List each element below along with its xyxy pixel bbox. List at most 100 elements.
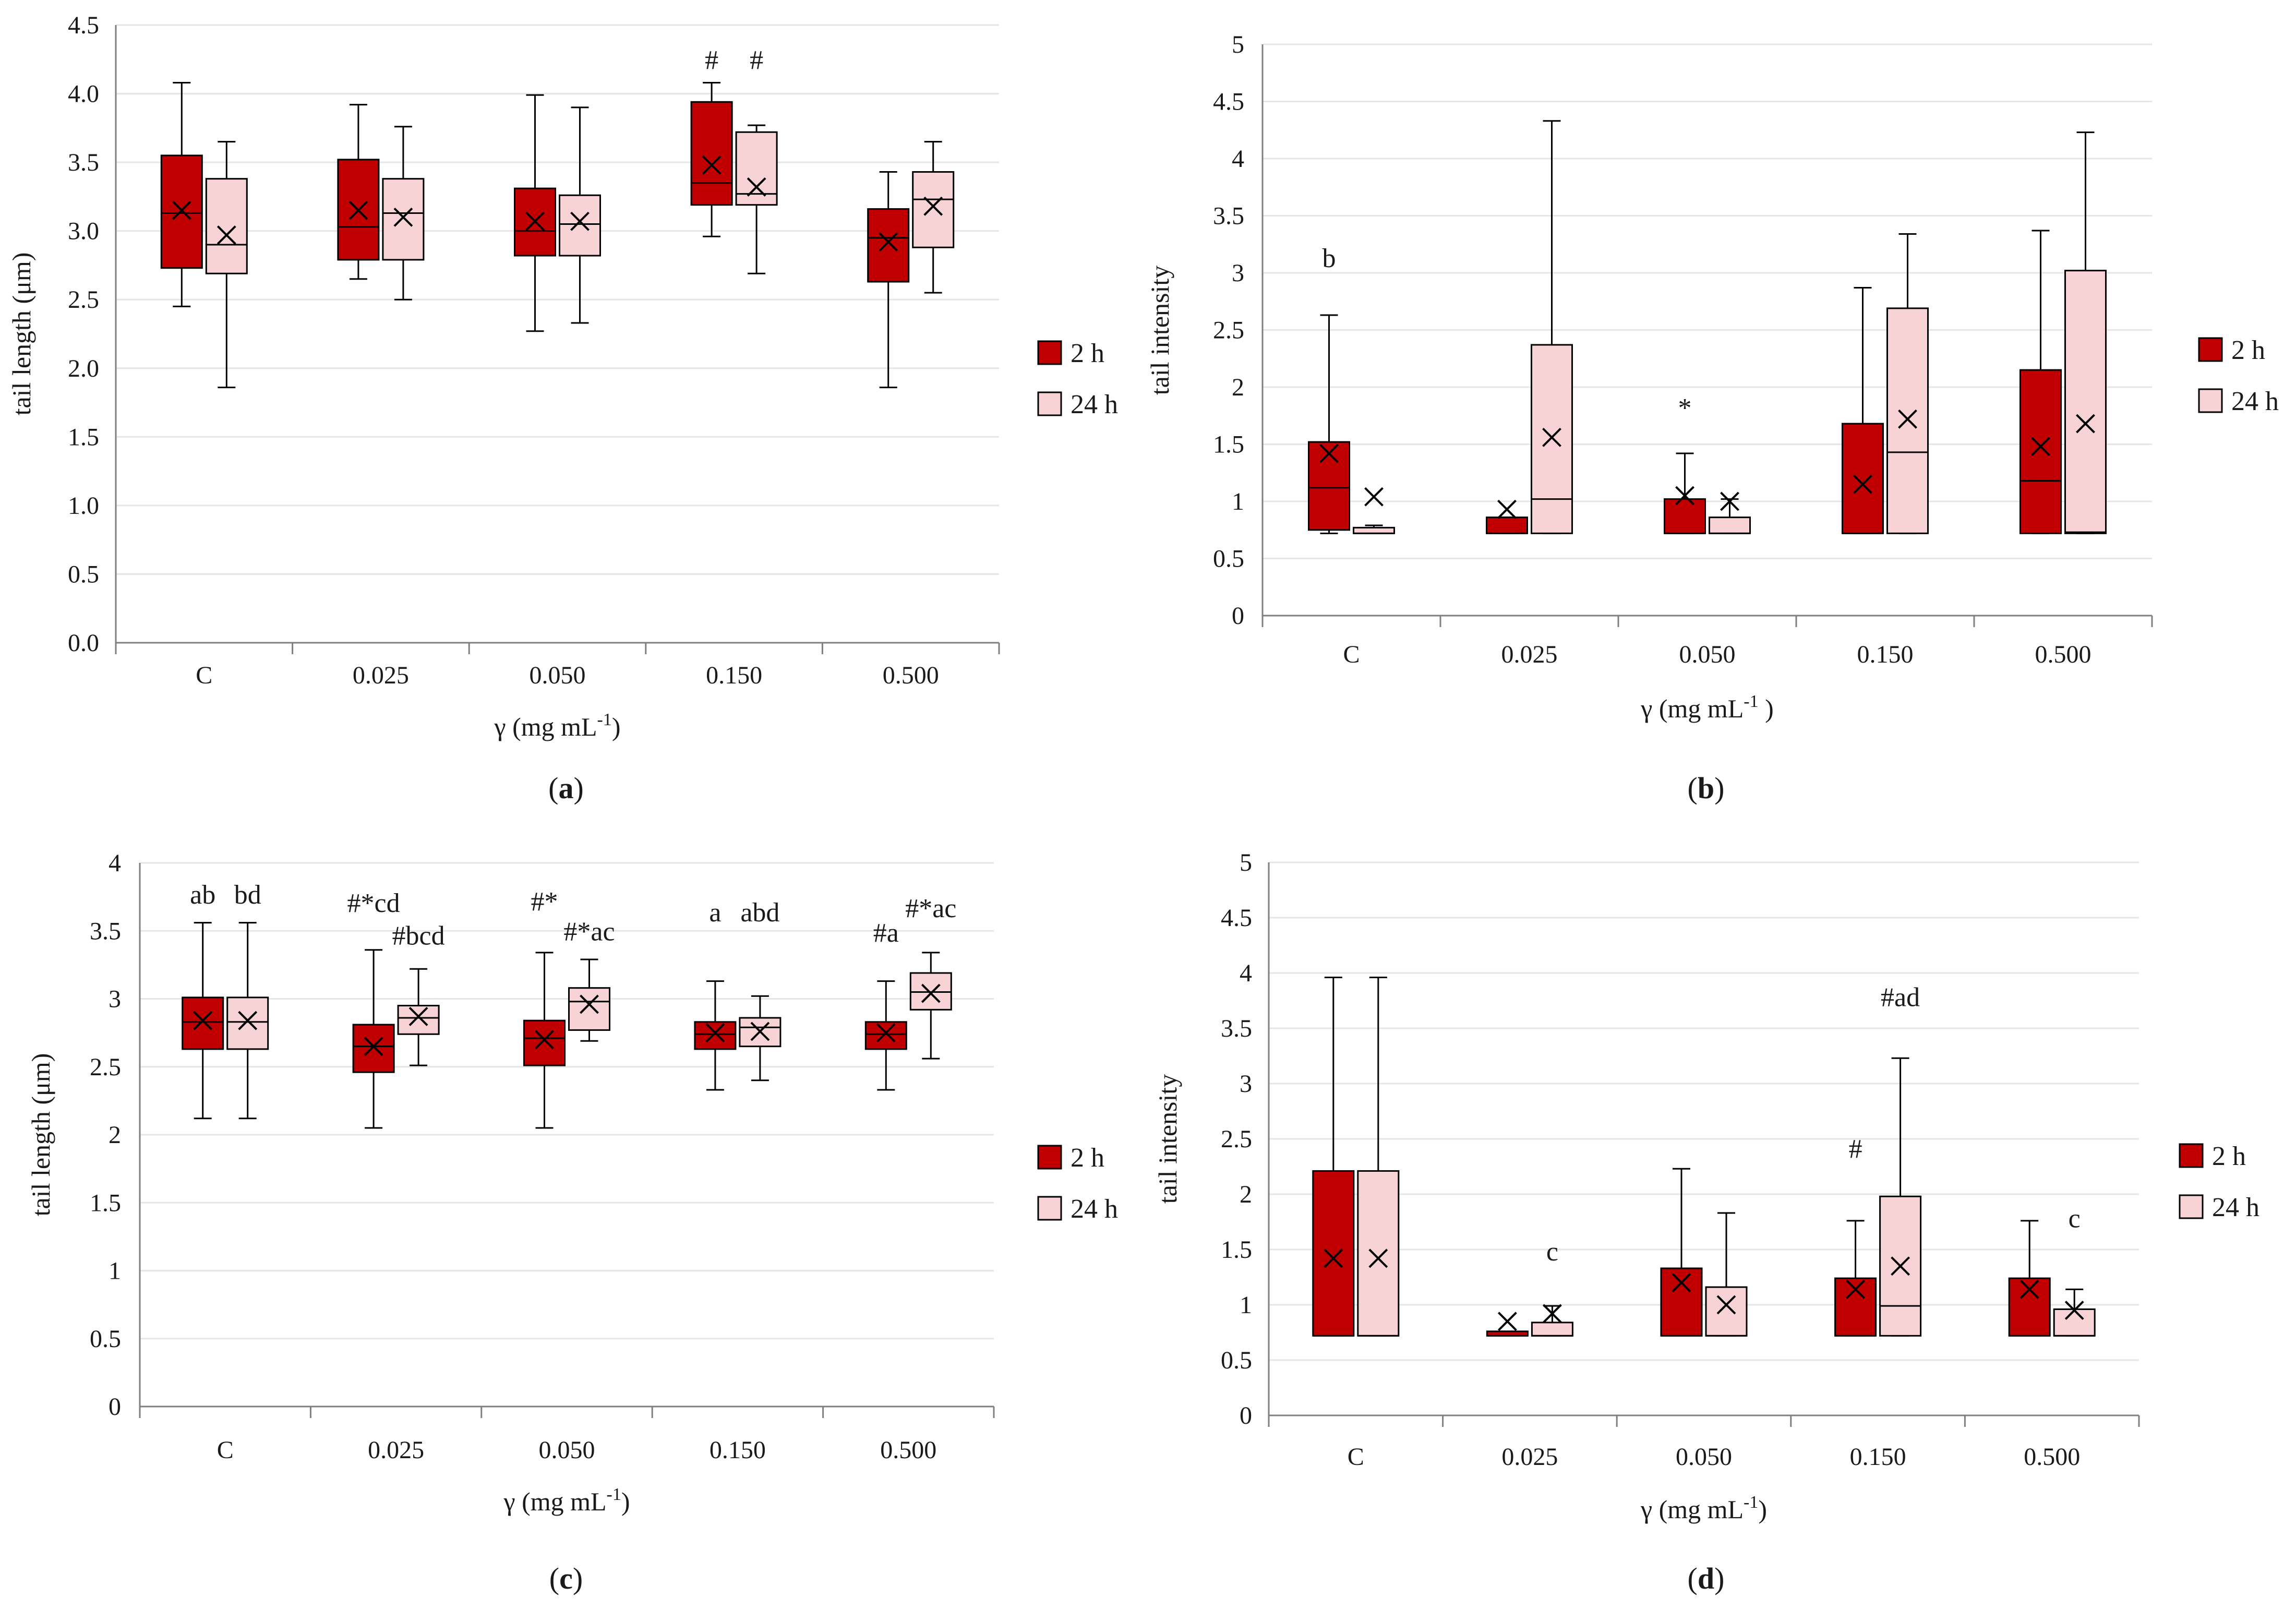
panel-label-close: ) — [1714, 771, 1724, 805]
mean-marker — [1672, 1273, 1691, 1293]
box-24h — [912, 141, 955, 294]
box-24h — [205, 141, 248, 389]
y-tick-label: 5 — [1240, 849, 1252, 876]
box-2h — [1486, 1312, 1529, 1337]
mean-marker — [1497, 1312, 1517, 1331]
y-tick-label: 3 — [1232, 259, 1244, 287]
x-tick-label: 0.500 — [2024, 1443, 2080, 1471]
x-tick-label: 0.150 — [1857, 641, 1914, 668]
y-tick-label: 2.5 — [90, 1053, 121, 1081]
box-2h — [694, 980, 737, 1091]
box-body — [226, 996, 269, 1050]
box-2h — [2019, 230, 2062, 534]
box-body — [205, 178, 248, 274]
y-tick-label: 3.0 — [68, 218, 99, 245]
y-tick-label: 4.0 — [68, 80, 99, 108]
box-body — [160, 154, 203, 269]
box-24h — [1357, 976, 1400, 1337]
mean-marker — [702, 155, 722, 175]
legend-swatch — [2198, 388, 2223, 413]
box-24h — [735, 124, 778, 274]
panel-label-open: ( — [548, 771, 558, 805]
x-tick-label: C — [217, 1436, 234, 1464]
box-2h — [867, 171, 910, 389]
mean-marker — [348, 200, 368, 220]
x-axis-title-end: ) — [612, 712, 621, 741]
mean-marker — [393, 207, 413, 227]
y-axis-title: tail intensity — [1145, 266, 1174, 395]
legend-label: 24 h — [2231, 387, 2279, 416]
x-axis-title: γ (mg mL-1) — [1640, 1493, 1767, 1524]
box-2h — [160, 82, 203, 307]
box-body — [1357, 1170, 1400, 1337]
x-tick-label: 0.050 — [1679, 641, 1736, 668]
box-body — [1664, 498, 1706, 534]
x-tick-label: 0.050 — [1676, 1443, 1732, 1471]
box-24h — [2064, 131, 2107, 534]
legend-swatch — [1037, 391, 1062, 416]
x-axis-title: γ (mg mL-1 ) — [1640, 692, 1774, 723]
box-24h — [1705, 1212, 1748, 1337]
x-tick-label: 0.050 — [530, 662, 586, 689]
y-tick-label: 1.5 — [68, 423, 99, 451]
mean-marker — [364, 1037, 383, 1056]
significance-label: c — [2069, 1204, 2081, 1234]
box-body — [523, 1019, 566, 1066]
significance-label: #bcd — [392, 921, 445, 951]
significance-label: #ad — [1881, 983, 1920, 1013]
x-axis-title-main: γ (mg mL — [1640, 694, 1744, 723]
mean-marker — [238, 1011, 258, 1030]
mean-marker — [1324, 1248, 1343, 1268]
x-axis-title: γ (mg mL-1) — [503, 1485, 630, 1516]
mean-marker — [2019, 1279, 2039, 1299]
y-tick-label: 4.5 — [68, 11, 99, 39]
legend-label: 2 h — [2212, 1142, 2246, 1171]
box-2h — [1664, 452, 1706, 534]
legend-label: 2 h — [1071, 1143, 1104, 1173]
mean-marker — [747, 177, 766, 197]
panel-label-close: ) — [573, 1561, 583, 1595]
significance-label: #*cd — [347, 888, 400, 918]
box-2h — [514, 94, 556, 332]
box-24h — [1531, 120, 1573, 534]
panel-label-letter: b — [1698, 771, 1714, 805]
mean-marker — [705, 1023, 725, 1043]
y-tick-label: 4 — [1232, 145, 1244, 173]
panel-label-open: ( — [1688, 1561, 1698, 1595]
box-body — [568, 987, 610, 1031]
legend-swatch — [1037, 1145, 1062, 1170]
box-body — [864, 1021, 907, 1050]
y-tick-label: 4 — [109, 849, 121, 877]
y-tick-label: 1 — [109, 1257, 121, 1285]
mean-marker — [1846, 1279, 1866, 1299]
box-24h — [2053, 1288, 2096, 1337]
box-body — [694, 1021, 737, 1050]
y-tick-label: 3.5 — [1221, 1015, 1252, 1042]
box-2h — [523, 952, 566, 1129]
y-tick-label: 3.5 — [1213, 202, 1244, 230]
box-body — [2053, 1308, 2096, 1337]
box-body — [182, 996, 224, 1050]
mean-marker — [1368, 1248, 1388, 1268]
legend: 2 h 24 h — [1037, 339, 1118, 419]
panel-label: (d) — [1688, 1561, 1725, 1595]
chart-panel-2: 00.511.522.533.54C 0.025 0.050 0.150 0.500ab… — [26, 849, 1118, 1595]
box-2h — [182, 922, 224, 1120]
significance-label: # — [1849, 1134, 1862, 1164]
chart-panel-1: 0 0.5 1 1.5 2 2.5 3 3.5 4 4.5 5 C 0.025 0.050 0.150 0.5… — [1145, 31, 2279, 805]
y-tick-label: 1.0 — [68, 492, 99, 520]
box-body — [912, 171, 955, 248]
box-24h — [1531, 1304, 1573, 1337]
y-tick-label: 2.5 — [68, 286, 99, 314]
box-body — [735, 131, 778, 206]
y-tick-label: 1.5 — [90, 1189, 121, 1217]
box-body — [1886, 307, 1929, 534]
x-axis-title-main: γ (mg mL — [1640, 1495, 1744, 1524]
significance-label: #a — [873, 918, 899, 948]
mean-marker — [1675, 486, 1694, 506]
box-2h — [1660, 1168, 1703, 1337]
x-tick-label: 0.500 — [2035, 641, 2091, 668]
box-2h — [1842, 286, 1884, 534]
y-axis-title: tail length (μm) — [26, 1053, 55, 1217]
